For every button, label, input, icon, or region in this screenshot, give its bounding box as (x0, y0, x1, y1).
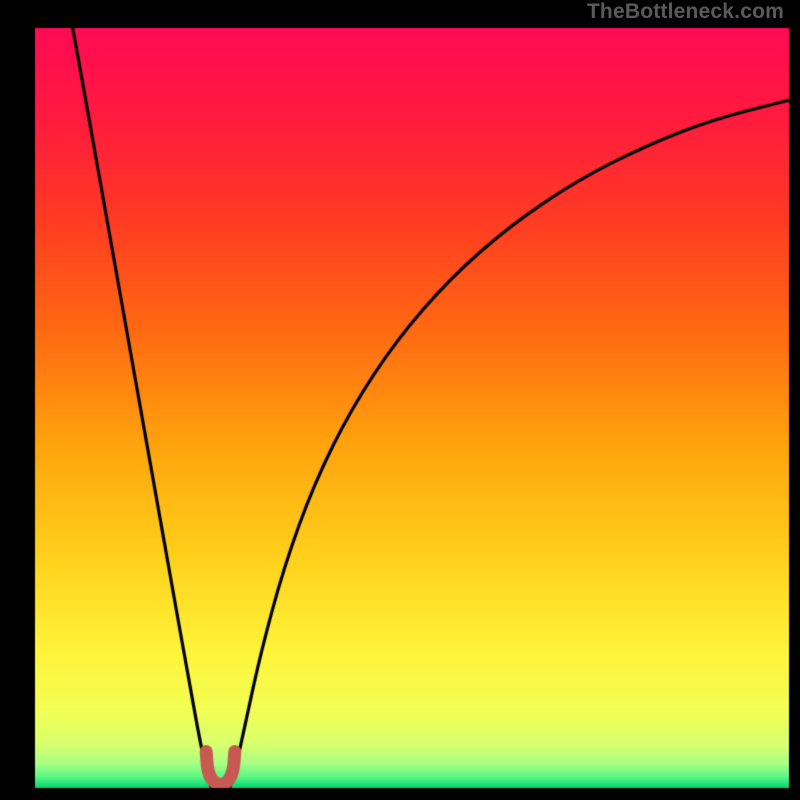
chart-stage: TheBottleneck.com (0, 0, 800, 800)
bottleneck-curve-canvas (0, 0, 800, 800)
watermark-text: TheBottleneck.com (587, 0, 784, 24)
